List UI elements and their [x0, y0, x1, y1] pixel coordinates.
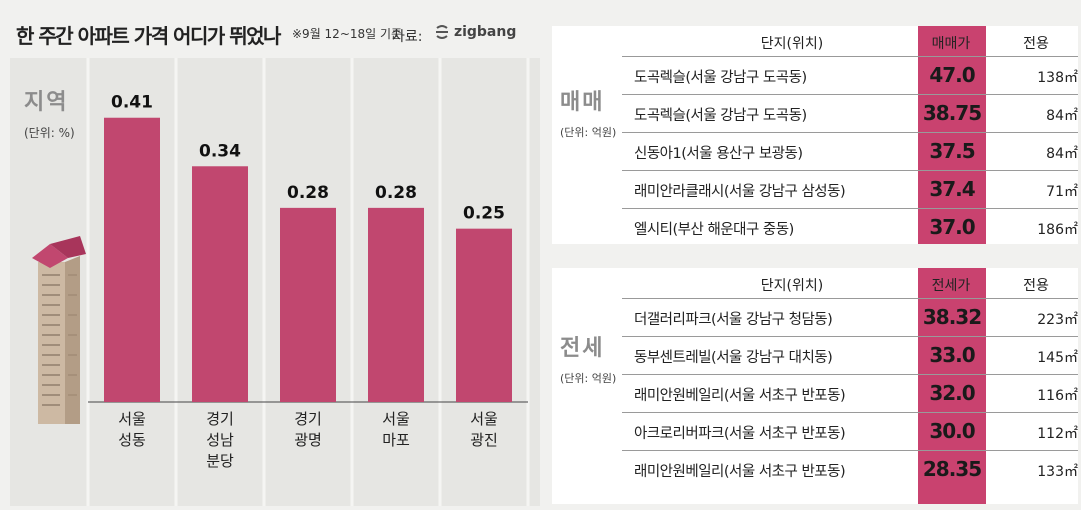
table-header: 단지(위치) 매매가 전용 [622, 26, 1078, 57]
category-label: 서울 [118, 410, 146, 428]
chart-unit: (단위: %) [24, 126, 75, 140]
complex-name: 동부센트레빌(서울 강남구 대치동) [634, 350, 833, 366]
source-label: 자료: [392, 29, 423, 45]
price-value: 47.0 [929, 63, 975, 87]
table-row: 도곡렉슬(서울 강남구 도곡동) 38.75 84㎡ [622, 95, 1078, 133]
bar [192, 166, 248, 402]
table-side-label: 매매 (단위: 억원) [560, 84, 626, 140]
price-value: 38.75 [922, 101, 982, 125]
column-header-complex: 단지(위치) [760, 278, 824, 294]
chart-title: 지역 [24, 90, 69, 115]
area-value: 145㎡ [1037, 350, 1078, 366]
price-column-highlight [918, 268, 986, 504]
area-value: 138㎡ [1037, 70, 1078, 86]
complex-name: 더갤러리파크(서울 강남구 청담동) [634, 312, 833, 328]
bar [368, 207, 424, 402]
table-unit: (단위: 억원) [560, 372, 617, 385]
area-value: 223㎡ [1037, 312, 1078, 328]
price-value: 30.0 [929, 419, 975, 443]
bar-value-label: 0.34 [199, 141, 241, 161]
area-value: 116㎡ [1037, 388, 1078, 404]
table-row: 더갤러리파크(서울 강남구 청담동) 38.32 223㎡ [622, 299, 1078, 337]
price-value: 33.0 [929, 343, 975, 367]
category-label: 마포 [382, 431, 410, 449]
date-note: ※9월 12~18일 기준 [292, 27, 403, 41]
column-header-area: 전용 [1023, 278, 1049, 294]
category-label: 성남 [206, 431, 234, 449]
zigbang-logo: zigbang [433, 23, 516, 41]
area-value: 84㎡ [1046, 108, 1078, 124]
header: 한 주간 아파트 가격 어디가 뛰었나 ※9월 12~18일 기준 자료: zi… [10, 10, 550, 50]
table-row: 엘시티(부산 해운대구 중동) 37.0 186㎡ [622, 209, 1078, 246]
jeonse-price-table: 단지(위치) 전세가 전용 전세 (단위: 억원) 더갤러리파크(서울 강남구 … [552, 268, 1078, 504]
area-value: 71㎡ [1046, 184, 1078, 200]
complex-name: 도곡렉슬(서울 강남구 도곡동) [634, 108, 807, 124]
source-name: zigbang [453, 24, 517, 40]
column-header-complex: 단지(위치) [760, 36, 824, 52]
area-value: 186㎡ [1037, 222, 1078, 238]
category-label: 경기 [294, 410, 322, 428]
area-value: 133㎡ [1037, 464, 1078, 480]
table-unit: (단위: 억원) [560, 126, 617, 139]
table-row: 래미안원베일리(서울 서초구 반포동) 32.0 116㎡ [622, 375, 1078, 413]
bar-value-label: 0.28 [375, 183, 417, 203]
complex-name: 래미안원베일리(서울 서초구 반포동) [634, 388, 846, 404]
category-label: 성동 [118, 431, 146, 449]
complex-name: 래미안원베일리(서울 서초구 반포동) [634, 464, 846, 480]
complex-name: 아크로리버파크(서울 서초구 반포동) [634, 426, 846, 442]
table-label: 전세 [560, 336, 605, 361]
price-column-highlight [918, 26, 986, 244]
price-value: 28.35 [922, 457, 982, 481]
table-side-label: 전세 (단위: 억원) [560, 330, 626, 386]
complex-name: 신동아1(서울 용산구 보광동) [634, 146, 803, 162]
column-header-price: 전세가 [931, 278, 971, 294]
table-row: 신동아1(서울 용산구 보광동) 37.5 84㎡ [622, 133, 1078, 171]
column-header-price: 매매가 [931, 36, 971, 52]
category-label: 서울 [382, 410, 410, 428]
table-body: 도곡렉슬(서울 강남구 도곡동) 47.0 138㎡ 도곡렉슬(서울 강남구 도… [622, 57, 1078, 246]
bar-value-label: 0.25 [463, 204, 505, 224]
table-label: 매매 [560, 90, 605, 115]
area-value: 112㎡ [1037, 426, 1078, 442]
table-header: 단지(위치) 전세가 전용 [622, 268, 1078, 299]
table-row: 아크로리버파크(서울 서초구 반포동) 30.0 112㎡ [622, 413, 1078, 451]
apartment-building-icon [32, 236, 86, 424]
source-credit: 자료: zigbang [392, 23, 516, 46]
category-label: 광진 [470, 431, 498, 449]
table-row: 도곡렉슬(서울 강남구 도곡동) 47.0 138㎡ [622, 57, 1078, 95]
category-label: 분당 [206, 452, 234, 470]
price-value: 38.32 [922, 305, 982, 329]
price-value: 37.0 [929, 215, 975, 239]
category-label: 광명 [294, 431, 322, 449]
table-body: 더갤러리파크(서울 강남구 청담동) 38.32 223㎡ 동부센트레빌(서울 … [622, 299, 1078, 488]
sale-price-table: 단지(위치) 매매가 전용 매매 (단위: 억원) 도곡렉슬(서울 강남구 도곡… [552, 26, 1078, 244]
bar [280, 207, 336, 402]
table-row: 래미안원베일리(서울 서초구 반포동) 28.35 133㎡ [622, 451, 1078, 488]
category-label: 경기 [206, 410, 234, 428]
zigbang-logo-icon [435, 25, 448, 39]
table-row: 동부센트레빌(서울 강남구 대치동) 33.0 145㎡ [622, 337, 1078, 375]
bar-value-label: 0.41 [111, 93, 153, 113]
bar [104, 117, 160, 402]
bar [456, 228, 512, 402]
complex-name: 엘시티(부산 해운대구 중동) [634, 222, 794, 238]
price-value: 37.4 [929, 177, 975, 201]
bar-value-label: 0.28 [287, 183, 329, 203]
column-header-area: 전용 [1023, 36, 1049, 52]
table-row: 래미안라클래시(서울 강남구 삼성동) 37.4 71㎡ [622, 171, 1078, 209]
price-value: 32.0 [929, 381, 975, 405]
area-value: 84㎡ [1046, 146, 1078, 162]
complex-name: 도곡렉슬(서울 강남구 도곡동) [634, 70, 807, 86]
category-label: 서울 [470, 410, 498, 428]
complex-name: 래미안라클래시(서울 강남구 삼성동) [634, 184, 846, 200]
page-title: 한 주간 아파트 가격 어디가 뛰었나 [16, 24, 281, 48]
price-value: 37.5 [929, 139, 975, 163]
